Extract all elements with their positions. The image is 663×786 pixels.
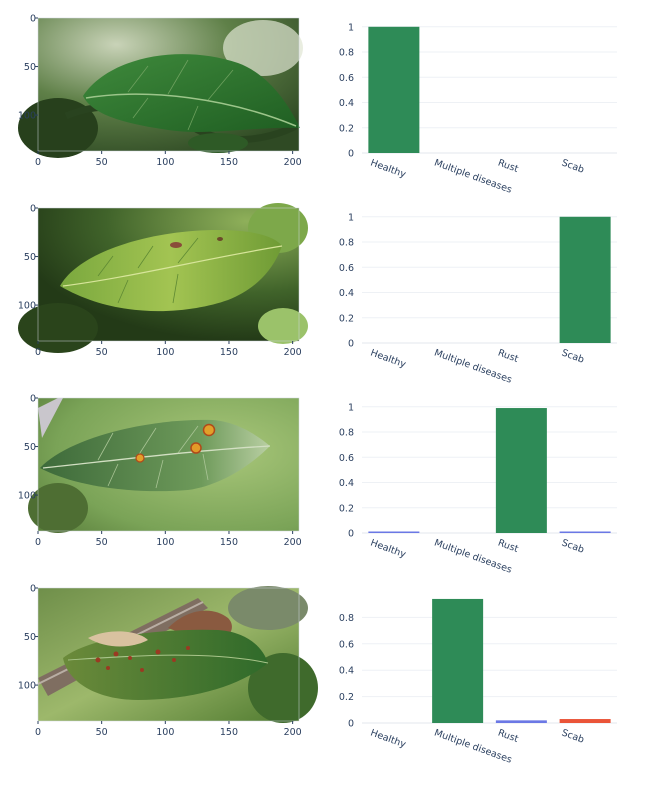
bar-y-tick-label: 0.6 bbox=[339, 73, 354, 84]
bar-x-tick-label: Healthy bbox=[369, 727, 408, 750]
image-y-tick-label: 50 bbox=[24, 62, 36, 73]
bar-scab bbox=[559, 216, 611, 343]
bar-x-tick-label: Rust bbox=[496, 347, 520, 365]
image-x-tick-label: 0 bbox=[35, 727, 41, 738]
image-x-tick-label: 0 bbox=[35, 347, 41, 358]
leaf-scab-photo bbox=[17, 202, 309, 354]
image-x-tick-label: 0 bbox=[35, 157, 41, 168]
bar-y-tick-label: 1 bbox=[348, 212, 354, 223]
bar-x-tick-label: Rust bbox=[496, 537, 520, 555]
image-y-tick-label: 0 bbox=[30, 584, 36, 595]
bar-y-tick-label: 0.4 bbox=[339, 478, 354, 489]
image-y-tick-label: 50 bbox=[24, 442, 36, 453]
image-x-tick-label: 100 bbox=[156, 347, 174, 358]
image-x-tick-label: 200 bbox=[284, 537, 302, 548]
bar-x-tick-label: Scab bbox=[560, 347, 585, 365]
image-x-tick-label: 200 bbox=[284, 727, 302, 738]
bar-y-tick-label: 0.6 bbox=[339, 639, 354, 650]
bar-multiple-diseases bbox=[432, 598, 484, 723]
image-x-tick-label: 50 bbox=[96, 157, 108, 168]
image-x-tick-label: 50 bbox=[96, 347, 108, 358]
image-y-tick-label: 0 bbox=[30, 14, 36, 25]
image-x-tick-label: 50 bbox=[96, 727, 108, 738]
image-y-tick-label: 100 bbox=[18, 491, 36, 502]
bar-y-tick-label: 0.2 bbox=[339, 692, 354, 703]
bar-x-tick-label: Scab bbox=[560, 537, 585, 555]
image-y-tick-label: 0 bbox=[30, 204, 36, 215]
bar-y-tick-label: 0.8 bbox=[339, 428, 354, 439]
image-panel-3: 0 50 100 150 200 0 50 100 bbox=[18, 394, 302, 549]
leaf-rust-photo bbox=[27, 397, 300, 534]
image-y-tick-label: 0 bbox=[30, 394, 36, 405]
image-x-tick-label: 150 bbox=[220, 727, 238, 738]
image-x-tick-label: 0 bbox=[35, 537, 41, 548]
bar-rust bbox=[495, 408, 547, 533]
bar-y-tick-label: 0.8 bbox=[339, 48, 354, 59]
bar-y-tick-label: 0.6 bbox=[339, 263, 354, 274]
bar-y-tick-label: 0 bbox=[348, 529, 354, 540]
bar-x-tick-label: Healthy bbox=[369, 157, 408, 180]
image-x-tick-label: 100 bbox=[156, 157, 174, 168]
image-y-tick-label: 100 bbox=[18, 111, 36, 122]
image-y-tick-label: 100 bbox=[18, 681, 36, 692]
bar-y-tick-label: 0.8 bbox=[339, 238, 354, 249]
bar-y-tick-label: 0.2 bbox=[339, 123, 354, 134]
bar-x-tick-label: Healthy bbox=[369, 347, 408, 370]
bar-y-tick-label: 0.6 bbox=[339, 453, 354, 464]
image-x-tick-label: 100 bbox=[156, 537, 174, 548]
image-x-tick-label: 100 bbox=[156, 727, 174, 738]
image-y-tick-label: 100 bbox=[18, 301, 36, 312]
image-panel-1: 0 50 100 150 200 0 50 100 bbox=[18, 14, 303, 168]
bar-y-tick-label: 0.4 bbox=[339, 98, 354, 109]
image-y-tick-label: 50 bbox=[24, 252, 36, 263]
leaf-multiple-diseases-photo bbox=[37, 585, 319, 724]
leaf-healthy-photo bbox=[18, 18, 303, 158]
image-x-tick-label: 50 bbox=[96, 537, 108, 548]
bar-x-tick-label: Scab bbox=[560, 157, 585, 175]
image-x-tick-label: 200 bbox=[284, 347, 302, 358]
bar-x-tick-label: Scab bbox=[560, 727, 585, 745]
bar-y-tick-label: 0.8 bbox=[339, 613, 354, 624]
image-panel-2: 0 50 100 150 200 0 50 100 bbox=[17, 202, 309, 358]
bar-y-tick-label: 0.4 bbox=[339, 288, 354, 299]
image-y-tick-label: 50 bbox=[24, 632, 36, 643]
bar-x-tick-label: Rust bbox=[496, 727, 520, 745]
bar-healthy bbox=[368, 531, 420, 533]
image-x-tick-label: 150 bbox=[220, 157, 238, 168]
image-x-tick-label: 200 bbox=[284, 157, 302, 168]
bar-y-tick-label: 0 bbox=[348, 719, 354, 730]
image-x-tick-label: 150 bbox=[220, 347, 238, 358]
bar-healthy bbox=[368, 26, 420, 153]
bar-y-tick-label: 0 bbox=[348, 339, 354, 350]
bar-y-tick-label: 1 bbox=[348, 402, 354, 413]
bar-scab bbox=[559, 719, 611, 723]
bar-rust bbox=[495, 720, 547, 723]
bar-x-tick-label: Rust bbox=[496, 157, 520, 175]
image-x-tick-label: 150 bbox=[220, 537, 238, 548]
bar-y-tick-label: 1 bbox=[348, 22, 354, 33]
bar-y-tick-label: 0.2 bbox=[339, 503, 354, 514]
bar-y-tick-label: 0.4 bbox=[339, 666, 354, 677]
bar-y-tick-label: 0.2 bbox=[339, 313, 354, 324]
bar-scab bbox=[559, 531, 611, 533]
image-panel-4: 0 50 100 150 200 0 50 100 bbox=[18, 584, 319, 738]
bar-x-tick-label: Healthy bbox=[369, 537, 408, 560]
bar-y-tick-label: 0 bbox=[348, 149, 354, 160]
